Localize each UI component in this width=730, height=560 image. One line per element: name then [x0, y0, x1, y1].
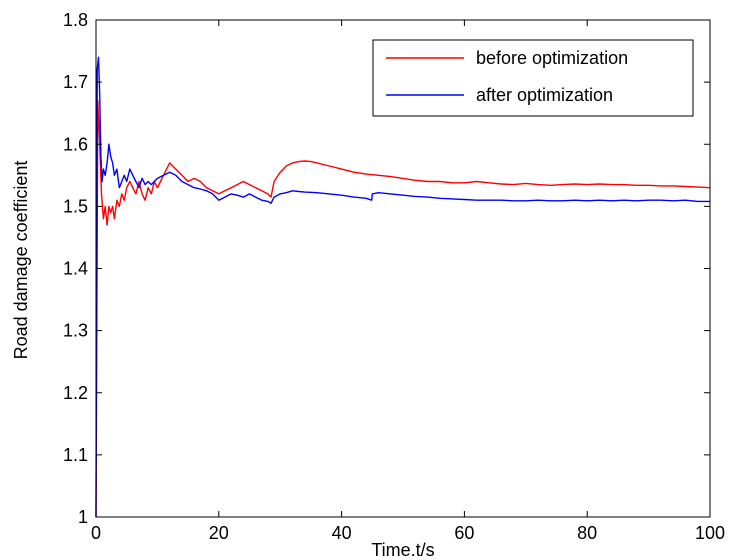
y-tick-label: 1.5: [63, 196, 88, 216]
x-tick-label: 60: [454, 523, 474, 543]
series-line-after-optimization: [95, 56, 710, 518]
x-tick-label: 40: [332, 523, 352, 543]
tick-layer: 0 20 40 60 80 100 1 1.1 1.2 1.3 1.4 1.5 1.6 1.7 1.8: [63, 10, 725, 543]
legend-box: [372, 39, 694, 117]
y-tick-label: 1.3: [63, 321, 88, 341]
x-tick-label: 100: [695, 523, 725, 543]
legend-label-before-optimization: before optimization: [476, 48, 628, 68]
legend: before optimization after optimization: [372, 39, 694, 117]
y-tick-label: 1.6: [63, 134, 88, 154]
legend-label-after-optimization: after optimization: [476, 85, 613, 105]
y-tick-label: 1.1: [63, 445, 88, 465]
y-tick-label: 1.7: [63, 72, 88, 92]
y-axis-label: Road damage coefficient: [11, 161, 31, 360]
y-tick-label: 1.8: [63, 10, 88, 30]
x-tick-label: 0: [91, 523, 101, 543]
x-tick-label: 20: [209, 523, 229, 543]
y-tick-label: 1.4: [63, 259, 88, 279]
series-layer: [95, 56, 711, 518]
x-tick-label: 80: [577, 523, 597, 543]
y-tick-label: 1: [78, 507, 88, 527]
y-tick-label: 1.2: [63, 383, 88, 403]
series-line-before-optimization: [95, 100, 711, 518]
x-axis-label: Time.t/s: [371, 540, 434, 560]
